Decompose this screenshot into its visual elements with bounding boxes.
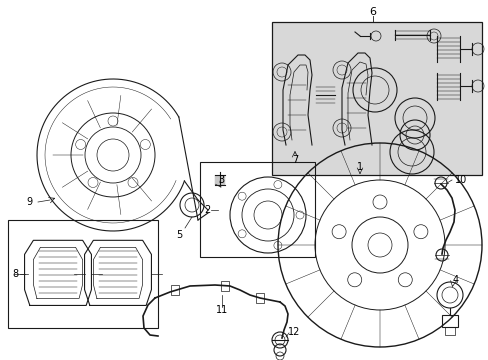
Text: 6: 6 [369,7,376,17]
Text: 8: 8 [12,269,18,279]
Bar [444,327,454,335]
Text: 4: 4 [452,275,458,285]
Text: 1: 1 [356,162,362,172]
Text: 3: 3 [218,175,224,185]
Text: 5: 5 [176,230,182,240]
Text: 9: 9 [26,197,32,207]
Bar [256,293,264,303]
Bar [271,22,481,175]
Text: 12: 12 [287,327,300,337]
Bar [8,220,158,328]
Text: 2: 2 [203,205,210,215]
Bar [171,285,179,295]
Bar [441,315,457,327]
Bar [221,281,228,291]
Bar [200,162,314,257]
Text: 11: 11 [215,305,228,315]
Text: 10: 10 [454,175,467,185]
Text: 7: 7 [291,155,298,165]
